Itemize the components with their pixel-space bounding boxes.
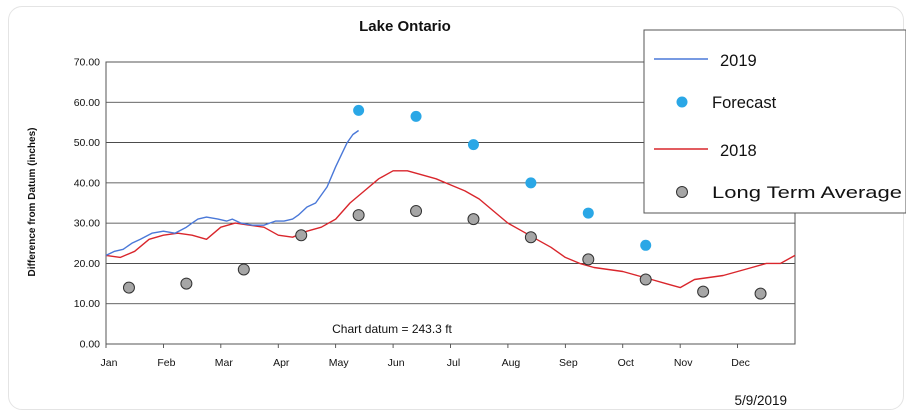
x-tick-label: Mar xyxy=(215,357,234,369)
y-tick-label: 30.00 xyxy=(74,218,100,230)
long-term-average-point xyxy=(295,229,308,242)
series-line-2019 xyxy=(105,129,360,257)
long-term-average-point xyxy=(639,273,652,286)
legend-forecast-label: Forecast xyxy=(712,94,777,112)
legend-forecast-swatch xyxy=(676,96,688,108)
y-axis-label: Difference from Datum (inches) xyxy=(27,128,38,277)
long-term-average-point xyxy=(237,263,250,276)
long-term-average-point xyxy=(410,205,423,218)
legend-long-term-average-label: Long Term Average xyxy=(712,184,902,202)
long-term-average-point xyxy=(180,277,193,290)
y-tick-label: 70.00 xyxy=(74,57,100,69)
x-tick-label: Dec xyxy=(731,357,750,369)
forecast-point xyxy=(640,239,652,251)
legend-2019-label: 2019 xyxy=(720,52,757,70)
forecast-point xyxy=(353,104,365,116)
x-tick-label: Oct xyxy=(618,357,634,369)
x-tick-label: Jan xyxy=(101,357,118,369)
series-line-2018 xyxy=(105,170,796,289)
long-term-average-point xyxy=(582,253,595,266)
x-tick-label: Apr xyxy=(273,357,290,369)
long-term-average-point xyxy=(697,285,710,298)
y-tick-label: 0.00 xyxy=(80,339,101,351)
forecast-point xyxy=(582,207,594,219)
legend-2018-label: 2018 xyxy=(720,142,757,160)
long-term-average-point xyxy=(467,213,480,226)
date-stamp: 5/9/2019 xyxy=(734,393,787,408)
x-tick-label: Feb xyxy=(157,357,175,369)
legend-box xyxy=(643,29,906,214)
x-tick-label: Jul xyxy=(447,357,460,369)
y-tick-label: 40.00 xyxy=(74,177,100,189)
chart-datum-annotation: Chart datum = 243.3 ft xyxy=(332,322,452,336)
x-tick-label: Sep xyxy=(559,357,578,369)
chart-title: Lake Ontario xyxy=(359,18,451,35)
x-tick-label: Jun xyxy=(388,357,405,369)
y-tick-labels: 0.00 10.00 20.00 30.00 40.00 50.00 60.00 70.00 xyxy=(74,57,100,351)
long-term-average-point xyxy=(352,209,365,222)
long-term-average-point xyxy=(754,287,767,300)
forecast-point xyxy=(410,110,422,122)
x-tick-labels: Jan Feb Mar Apr May Jun Jul Aug Sep Oct Nov Dec xyxy=(101,344,750,369)
y-tick-label: 60.00 xyxy=(74,97,100,109)
y-tick-label: 20.00 xyxy=(74,258,100,270)
forecast-point xyxy=(525,177,537,189)
y-tick-label: 50.00 xyxy=(74,137,100,149)
x-tick-label: Aug xyxy=(502,357,521,369)
long-term-average-point xyxy=(122,281,135,294)
y-tick-label: 10.00 xyxy=(74,298,100,310)
x-tick-label: May xyxy=(329,357,350,369)
forecast-point xyxy=(467,139,479,151)
series-layer xyxy=(105,104,796,300)
legend-long-term-average-swatch xyxy=(676,186,688,198)
long-term-average-point xyxy=(524,231,537,244)
legend: 2019 Forecast 2018 Long Term Average xyxy=(643,29,906,214)
x-tick-label: Nov xyxy=(674,357,693,369)
